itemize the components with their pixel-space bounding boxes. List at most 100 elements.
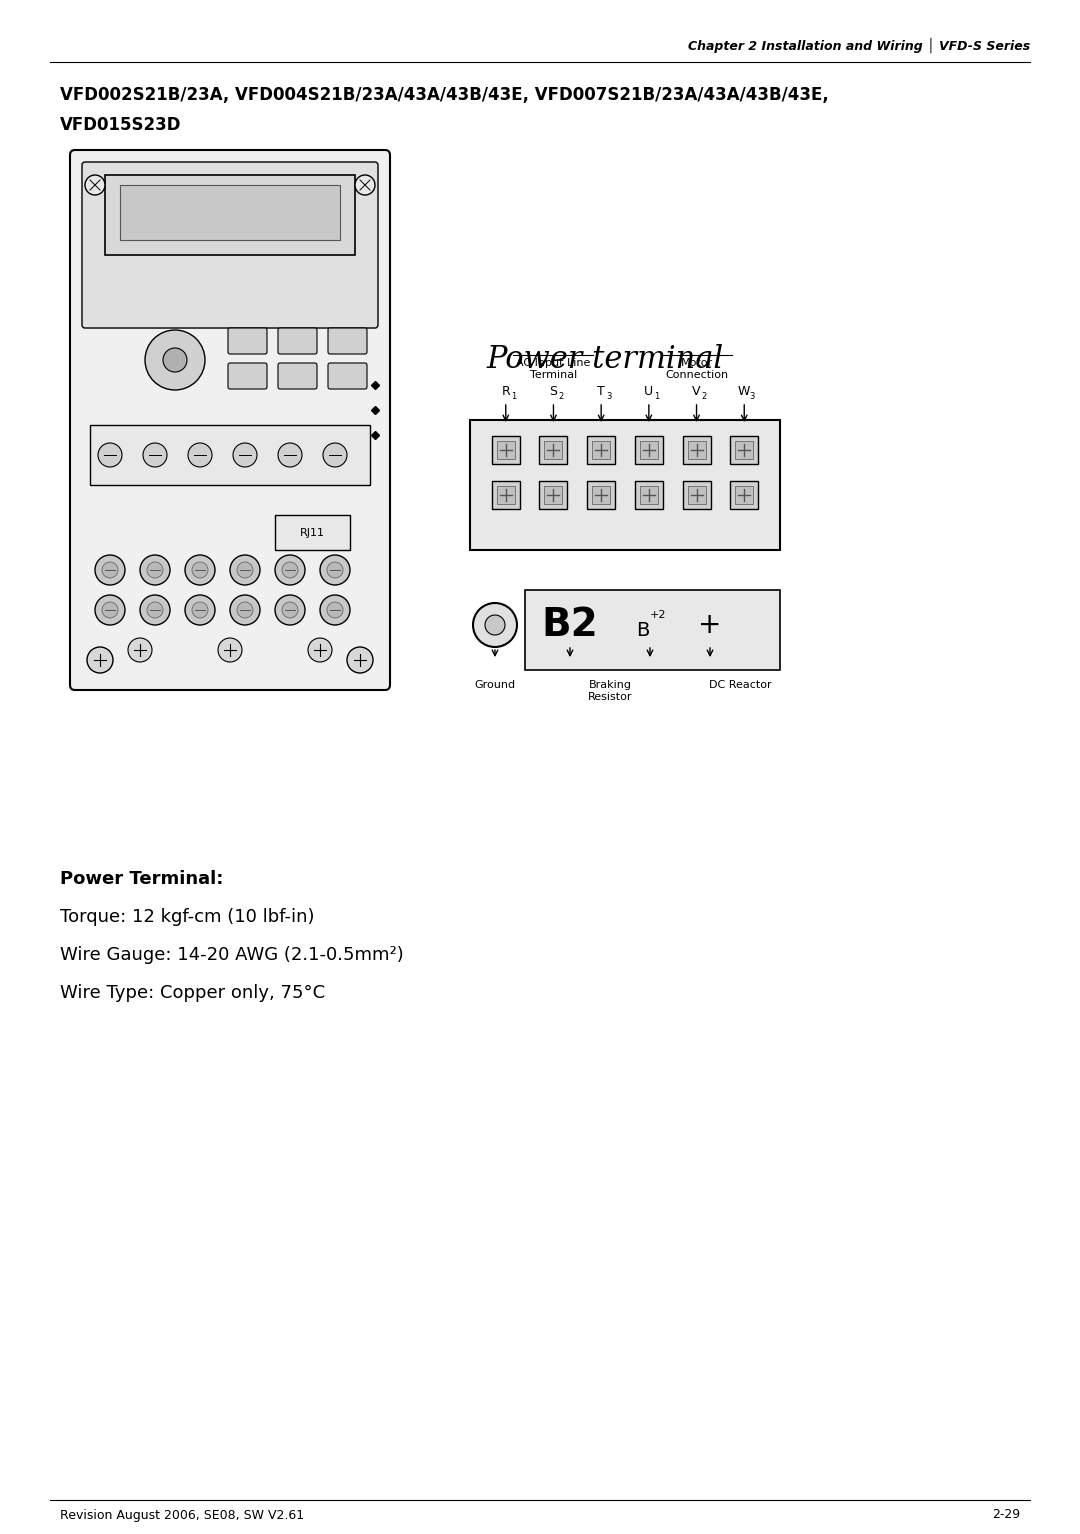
Bar: [120, 186, 340, 239]
Text: Motor
Connection: Motor Connection: [665, 357, 728, 379]
Circle shape: [192, 601, 208, 618]
Bar: [497, 486, 515, 505]
Bar: [491, 436, 519, 463]
Circle shape: [473, 603, 517, 647]
Bar: [540, 482, 567, 509]
Text: Power terminal: Power terminal: [486, 345, 724, 376]
Text: R: R: [501, 385, 510, 397]
Text: 1: 1: [511, 393, 516, 400]
Circle shape: [282, 601, 298, 618]
Circle shape: [230, 595, 260, 624]
Text: B: B: [636, 620, 650, 640]
Circle shape: [87, 647, 113, 673]
Circle shape: [95, 555, 125, 584]
Bar: [639, 486, 658, 505]
Bar: [588, 436, 616, 463]
Circle shape: [185, 555, 215, 584]
Circle shape: [230, 555, 260, 584]
Text: Wire Type: Copper only, 75°C: Wire Type: Copper only, 75°C: [60, 983, 325, 1002]
FancyBboxPatch shape: [228, 328, 267, 354]
Circle shape: [347, 647, 373, 673]
Circle shape: [355, 175, 375, 195]
Text: S: S: [550, 385, 557, 397]
Text: 2-29: 2-29: [991, 1508, 1020, 1522]
Text: T: T: [597, 385, 605, 397]
Bar: [683, 436, 711, 463]
Circle shape: [237, 601, 253, 618]
Text: Revision August 2006, SE08, SW V2.61: Revision August 2006, SE08, SW V2.61: [60, 1508, 305, 1522]
Bar: [491, 482, 519, 509]
Circle shape: [278, 443, 302, 466]
Bar: [639, 440, 658, 459]
Text: Braking
Resistor: Braking Resistor: [588, 680, 632, 701]
Circle shape: [147, 601, 163, 618]
Circle shape: [282, 561, 298, 578]
FancyBboxPatch shape: [328, 328, 367, 354]
Circle shape: [218, 638, 242, 663]
Circle shape: [163, 348, 187, 373]
FancyBboxPatch shape: [328, 364, 367, 390]
Text: Power Terminal:: Power Terminal:: [60, 870, 224, 888]
Circle shape: [320, 595, 350, 624]
Bar: [525, 591, 780, 670]
Circle shape: [485, 615, 505, 635]
Text: B2: B2: [542, 606, 598, 644]
Circle shape: [327, 601, 343, 618]
Circle shape: [145, 330, 205, 390]
Text: Torque: 12 kgf-cm (10 lbf-in): Torque: 12 kgf-cm (10 lbf-in): [60, 908, 314, 927]
Circle shape: [129, 638, 152, 663]
Text: VFD015S23D: VFD015S23D: [60, 117, 181, 133]
Text: AC Input Line
Terminal: AC Input Line Terminal: [516, 357, 591, 379]
Circle shape: [320, 555, 350, 584]
Text: 2: 2: [558, 393, 564, 400]
Text: VFD002S21B/23A, VFD004S21B/23A/43A/43B/43E, VFD007S21B/23A/43A/43B/43E,: VFD002S21B/23A, VFD004S21B/23A/43A/43B/4…: [60, 86, 828, 104]
Bar: [592, 440, 610, 459]
Bar: [544, 486, 563, 505]
Circle shape: [185, 595, 215, 624]
Circle shape: [308, 638, 332, 663]
Circle shape: [327, 561, 343, 578]
Text: DC Reactor: DC Reactor: [708, 680, 771, 690]
Text: +2: +2: [650, 611, 666, 620]
Bar: [90, 425, 370, 485]
Circle shape: [102, 601, 118, 618]
Bar: [688, 440, 705, 459]
Text: 1: 1: [653, 393, 659, 400]
FancyBboxPatch shape: [278, 328, 318, 354]
Bar: [688, 486, 705, 505]
Text: 3: 3: [606, 393, 611, 400]
Text: Ground: Ground: [474, 680, 515, 690]
Circle shape: [275, 555, 305, 584]
Circle shape: [323, 443, 347, 466]
Circle shape: [147, 561, 163, 578]
Bar: [105, 175, 355, 255]
Bar: [470, 420, 780, 551]
Text: Wire Gauge: 14-20 AWG (2.1-0.5mm²): Wire Gauge: 14-20 AWG (2.1-0.5mm²): [60, 946, 404, 963]
FancyBboxPatch shape: [82, 163, 378, 328]
Bar: [540, 436, 567, 463]
Bar: [544, 440, 563, 459]
Circle shape: [275, 595, 305, 624]
Text: RJ11: RJ11: [299, 528, 324, 538]
Circle shape: [98, 443, 122, 466]
FancyBboxPatch shape: [228, 364, 267, 390]
Bar: [735, 486, 753, 505]
Circle shape: [233, 443, 257, 466]
Bar: [275, 515, 350, 551]
FancyBboxPatch shape: [278, 364, 318, 390]
Bar: [683, 482, 711, 509]
Text: W: W: [738, 385, 751, 397]
Text: Chapter 2 Installation and Wiring │ VFD-S Series: Chapter 2 Installation and Wiring │ VFD-…: [688, 37, 1030, 52]
Bar: [730, 482, 758, 509]
Bar: [497, 440, 515, 459]
Text: 2: 2: [702, 393, 706, 400]
Bar: [735, 440, 753, 459]
Bar: [730, 436, 758, 463]
Circle shape: [95, 595, 125, 624]
Circle shape: [140, 555, 170, 584]
Text: V: V: [692, 385, 701, 397]
Circle shape: [102, 561, 118, 578]
Circle shape: [188, 443, 212, 466]
Circle shape: [85, 175, 105, 195]
Bar: [635, 482, 663, 509]
